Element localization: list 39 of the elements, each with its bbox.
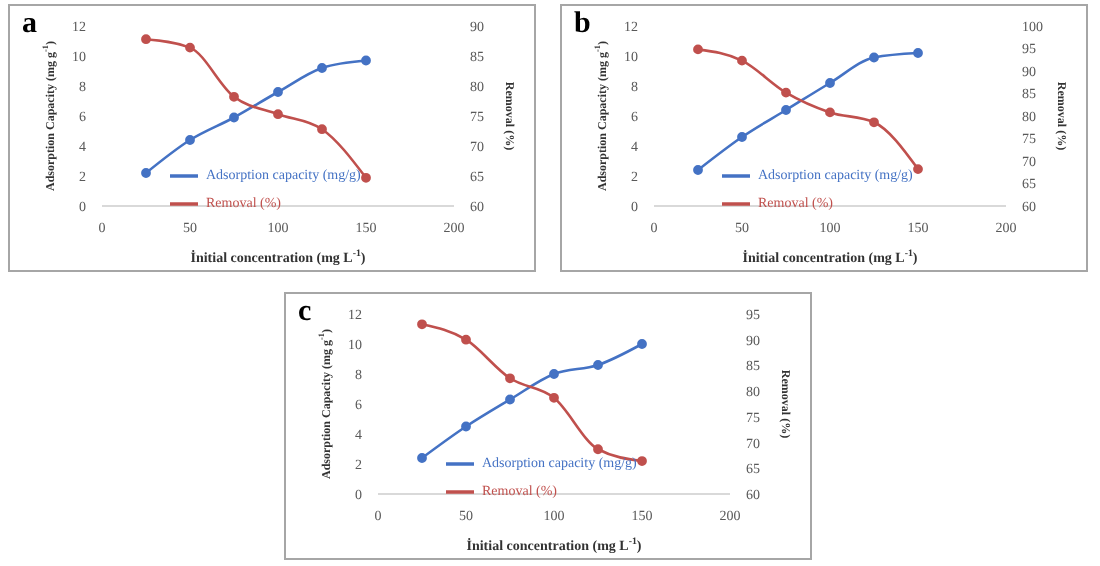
point (593, 444, 603, 455)
chart-title: a (22, 8, 37, 40)
chart-title: c (298, 296, 312, 328)
point (869, 52, 879, 63)
point (737, 132, 747, 142)
point (869, 117, 879, 128)
point (825, 78, 835, 88)
chart-title: b (574, 8, 591, 40)
point (185, 135, 195, 145)
point (461, 421, 471, 432)
point (229, 112, 239, 123)
point (417, 319, 427, 330)
point (637, 339, 647, 349)
point (141, 168, 151, 178)
point (505, 373, 515, 384)
point (637, 456, 647, 466)
point (781, 87, 791, 98)
point (693, 165, 703, 175)
point (461, 334, 471, 345)
point (913, 164, 923, 174)
point (273, 109, 283, 120)
point (549, 369, 559, 379)
point (913, 48, 923, 58)
point (737, 55, 747, 66)
point (317, 63, 327, 73)
point (825, 107, 835, 118)
point (781, 105, 791, 115)
point (593, 360, 603, 370)
point (693, 44, 703, 55)
point (361, 172, 371, 183)
point (417, 453, 427, 463)
point (185, 42, 195, 53)
point (273, 87, 283, 97)
point (505, 394, 515, 405)
point (141, 34, 151, 45)
point (317, 124, 327, 135)
point (229, 91, 239, 102)
point (361, 55, 371, 66)
point (549, 392, 559, 403)
